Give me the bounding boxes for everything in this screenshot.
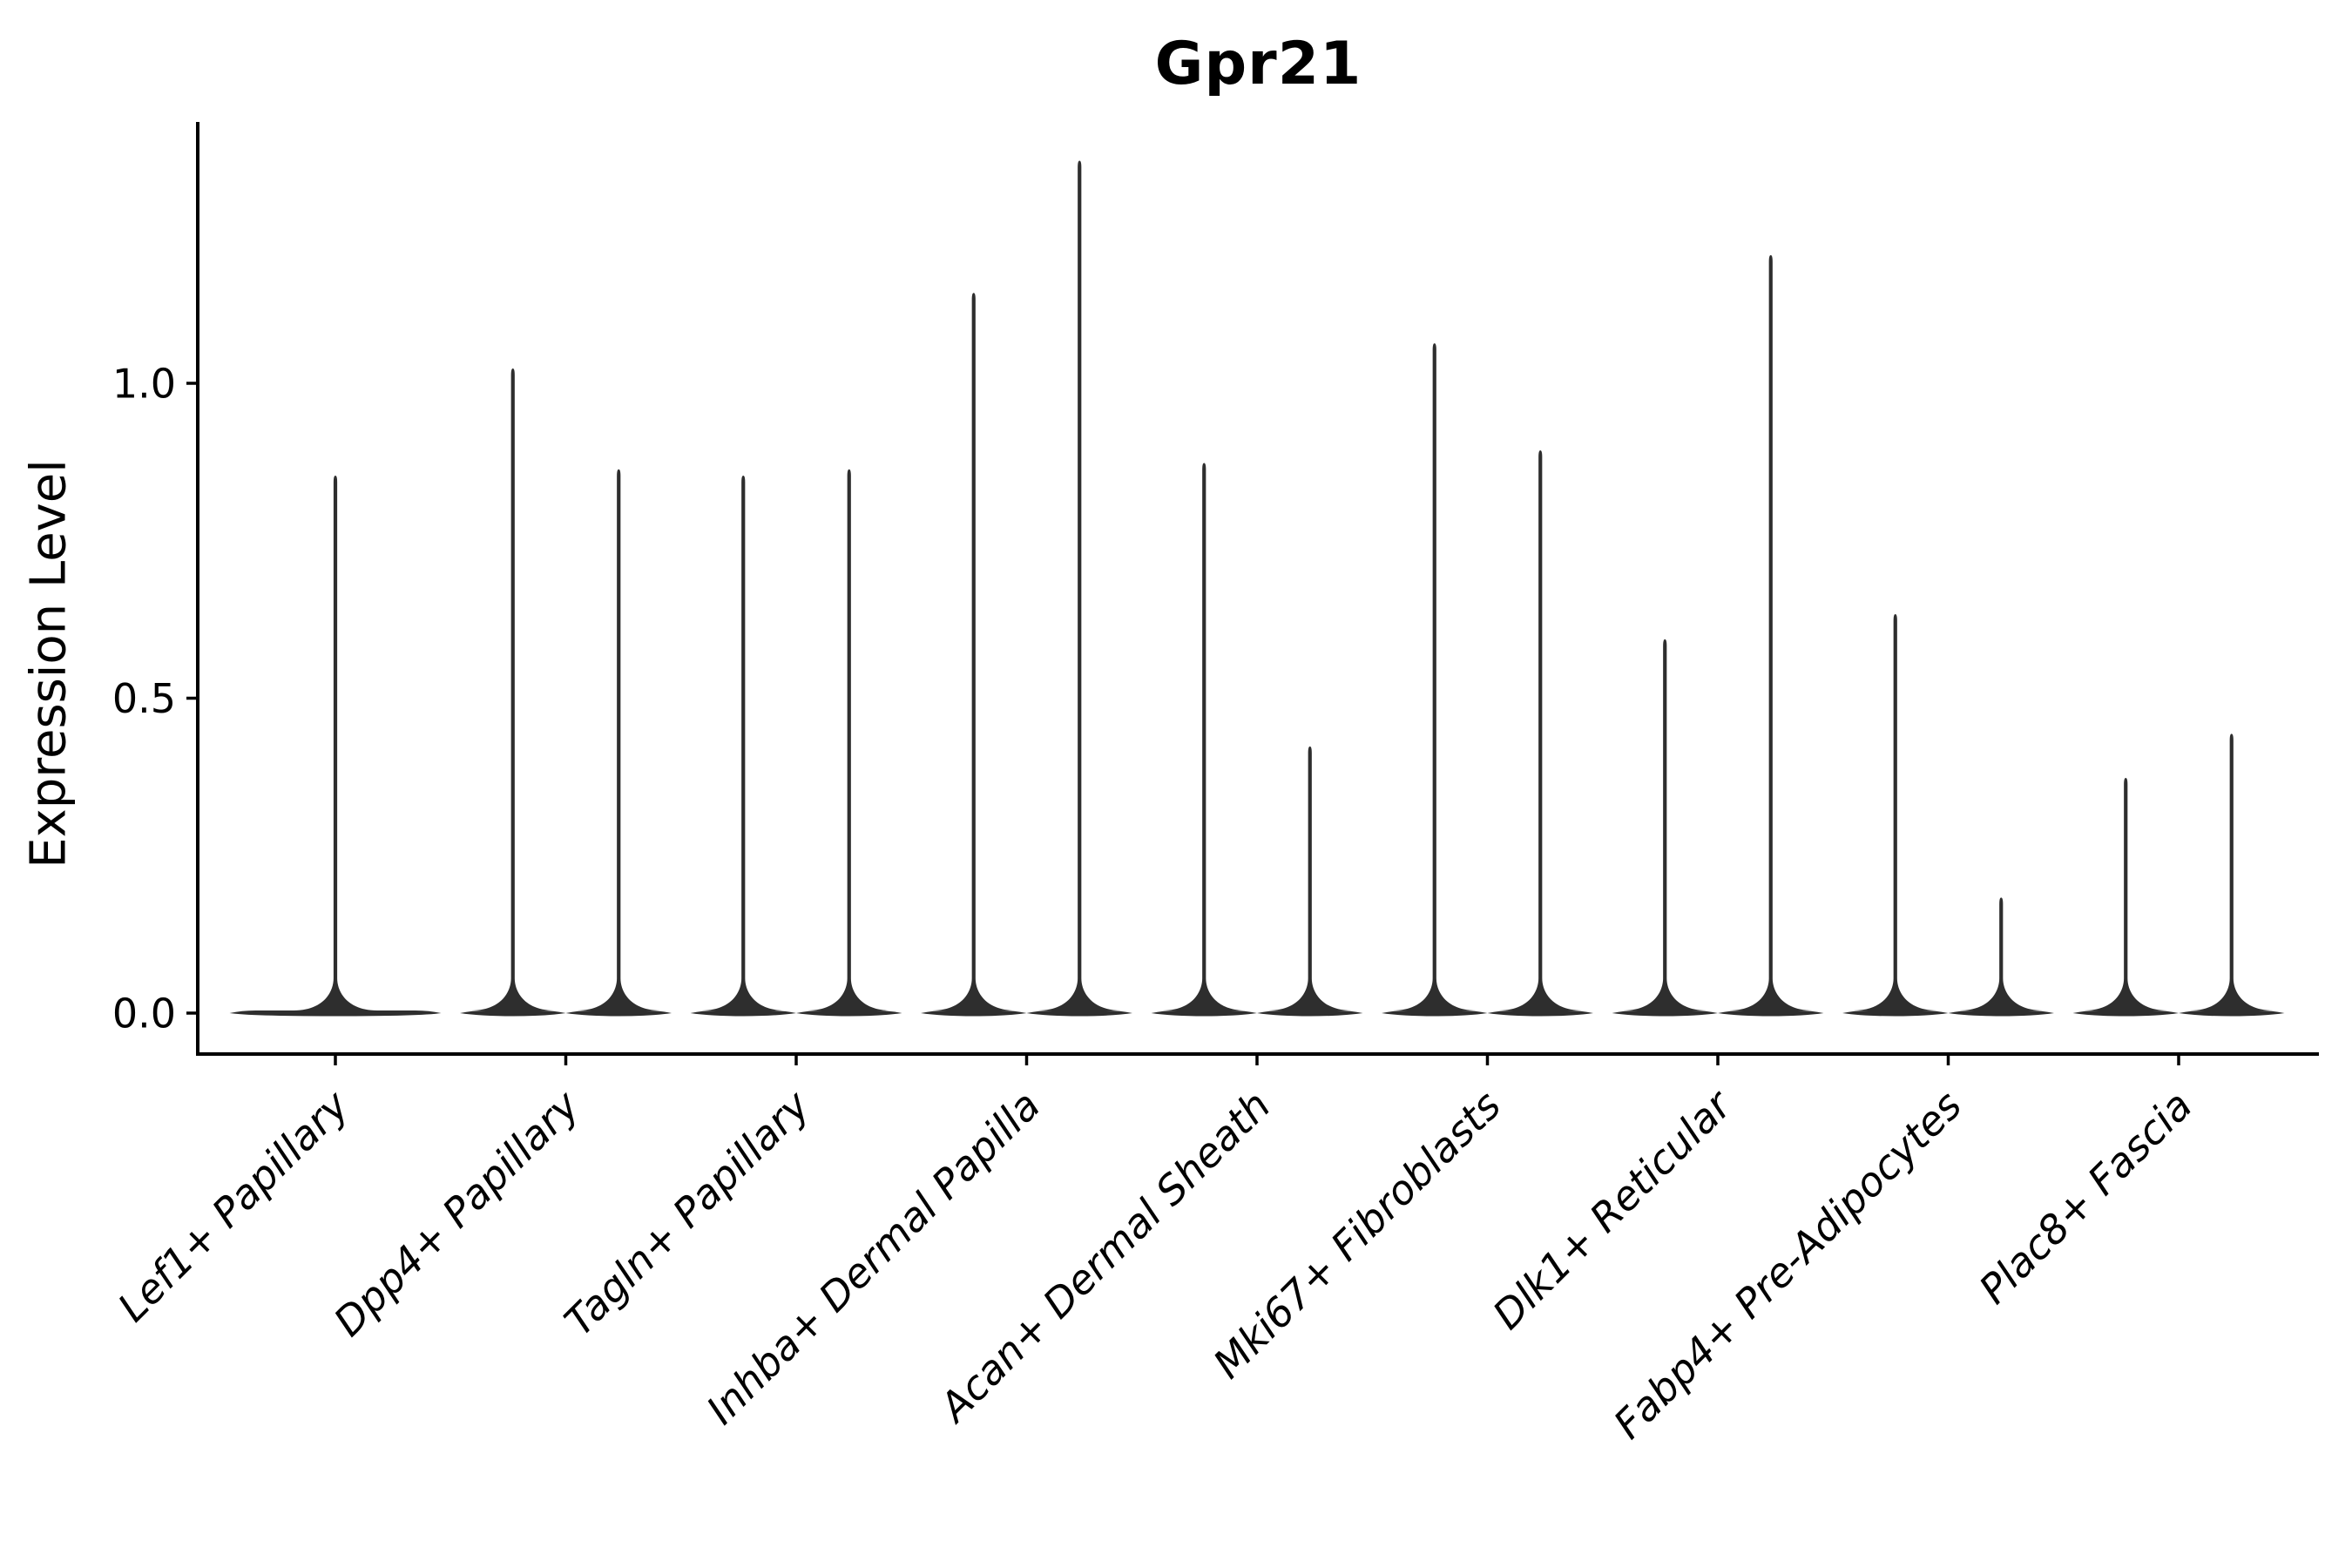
violin-acan-dermal-sheath-2 — [1257, 746, 1363, 1017]
x-tick-label: Lef1+ Papillary — [109, 1081, 358, 1330]
y-tick-label: 0.5 — [112, 675, 176, 722]
violin-mki67-fibroblasts-2 — [1487, 450, 1593, 1017]
violin-mki67-fibroblasts-1 — [1382, 343, 1488, 1017]
chart-title: Gpr21 — [1154, 30, 1362, 98]
x-tick-label: Dpp4+ Papillary — [325, 1081, 589, 1345]
violin-dlk1-reticular-2 — [1718, 254, 1824, 1017]
violin-fabp4-pre-adipocytes-2 — [1948, 897, 2054, 1017]
x-tick-label: Tagln+ Papillary — [555, 1081, 819, 1345]
violin-inhba-dermal-papilla-1 — [921, 293, 1027, 1017]
x-tick-label: Plac8+ Fascia — [1970, 1082, 2200, 1313]
violin-fabp4-pre-adipocytes-1 — [1842, 614, 1949, 1017]
violin-tagln-papillary-1 — [690, 475, 796, 1017]
violin-plac8-fascia-2 — [2179, 733, 2285, 1017]
y-tick-label: 0.0 — [112, 990, 176, 1037]
violin-acan-dermal-sheath-1 — [1151, 463, 1257, 1017]
violin-plac8-fascia-1 — [2072, 777, 2179, 1017]
violin-dpp4-papillary-2 — [565, 469, 672, 1017]
violin-tagln-papillary-2 — [796, 469, 902, 1017]
violin-lef1-papillary — [229, 475, 442, 1017]
x-tick-label: Dlk1+ Reticular — [1484, 1079, 1742, 1338]
violin-dpp4-papillary-1 — [460, 368, 566, 1017]
violin-dlk1-reticular-1 — [1612, 639, 1718, 1017]
y-tick-label: 1.0 — [112, 361, 176, 408]
violin-inhba-dermal-papilla-2 — [1026, 160, 1132, 1017]
